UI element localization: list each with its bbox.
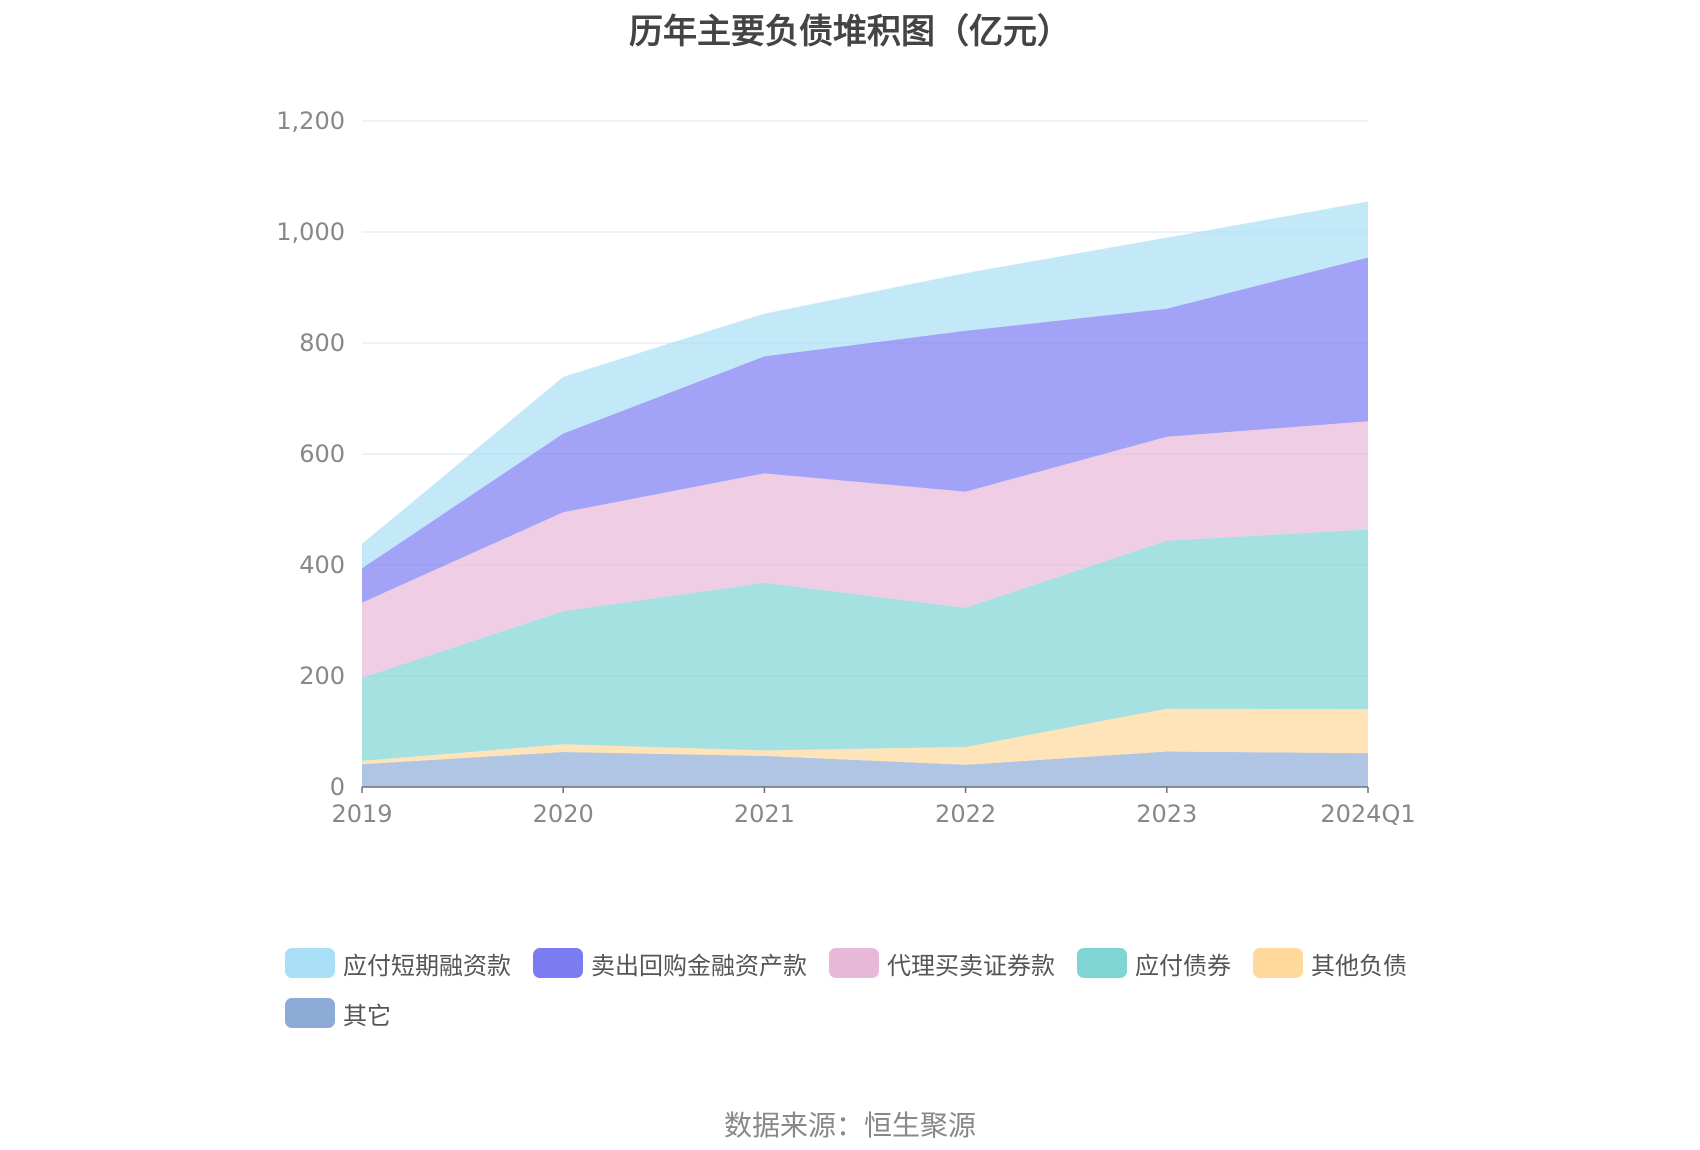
- legend: 应付短期融资款 卖出回购金融资产款 代理买卖证券款 应付债券 其他负债其它: [285, 948, 1485, 1030]
- legend-swatch: [285, 998, 335, 1028]
- y-tick-label: 1,000: [276, 218, 345, 246]
- y-tick-label: 200: [299, 662, 345, 690]
- x-tick-label: 2022: [935, 800, 996, 828]
- y-tick-label: 0: [330, 773, 345, 801]
- data-source-note: 数据来源：恒生聚源: [723, 1109, 976, 1142]
- y-tick-label: 400: [299, 551, 345, 579]
- legend-item[interactable]: 其它: [285, 998, 391, 1030]
- legend-swatch: [285, 948, 335, 978]
- x-tick-label: 2019: [331, 800, 392, 828]
- x-tick-label: 2020: [533, 800, 594, 828]
- legend-item[interactable]: 其他负债: [1253, 948, 1407, 980]
- legend-label: 其他负债: [1311, 951, 1407, 980]
- x-tick-label: 2023: [1136, 800, 1197, 828]
- area-series: [362, 708, 1368, 765]
- legend-label: 应付短期融资款: [343, 951, 511, 980]
- legend-label: 代理买卖证券款: [887, 951, 1055, 980]
- legend-swatch: [1253, 948, 1303, 978]
- legend-item[interactable]: 卖出回购金融资产款: [533, 948, 807, 980]
- legend-swatch: [829, 948, 879, 978]
- area-series: [362, 529, 1368, 761]
- area-series: [362, 421, 1368, 678]
- y-tick-label: 600: [299, 440, 345, 468]
- legend-label: 应付债券: [1135, 951, 1231, 980]
- stacked-area-chart: 0 200 400 600 800 1,000 1,200 2019 2020 2021 2022…: [276, 107, 1415, 828]
- chart-title: 历年主要负债堆积图（亿元）: [629, 12, 1071, 52]
- y-tick-label: 1,200: [276, 107, 345, 135]
- x-tick-label: 2024Q1: [1320, 800, 1415, 828]
- legend-item[interactable]: 代理买卖证券款: [829, 948, 1055, 980]
- x-axis-tick-labels: 2019 2020 2021 2022 2023 2024Q1: [331, 800, 1415, 828]
- legend-item[interactable]: 应付短期融资款: [285, 948, 511, 980]
- area-series: [362, 751, 1368, 787]
- x-axis: [361, 786, 1369, 793]
- area-series: [362, 201, 1368, 569]
- y-axis-tick-labels: 0 200 400 600 800 1,000 1,200: [276, 107, 345, 801]
- area-series-group: [362, 201, 1368, 787]
- legend-swatch: [1077, 948, 1127, 978]
- x-tick-label: 2021: [734, 800, 795, 828]
- legend-label: 卖出回购金融资产款: [591, 951, 807, 980]
- area-series: [362, 257, 1368, 603]
- legend-label: 其它: [343, 1001, 391, 1030]
- legend-swatch: [533, 948, 583, 978]
- y-tick-label: 800: [299, 329, 345, 357]
- legend-item[interactable]: 应付债券: [1077, 948, 1231, 980]
